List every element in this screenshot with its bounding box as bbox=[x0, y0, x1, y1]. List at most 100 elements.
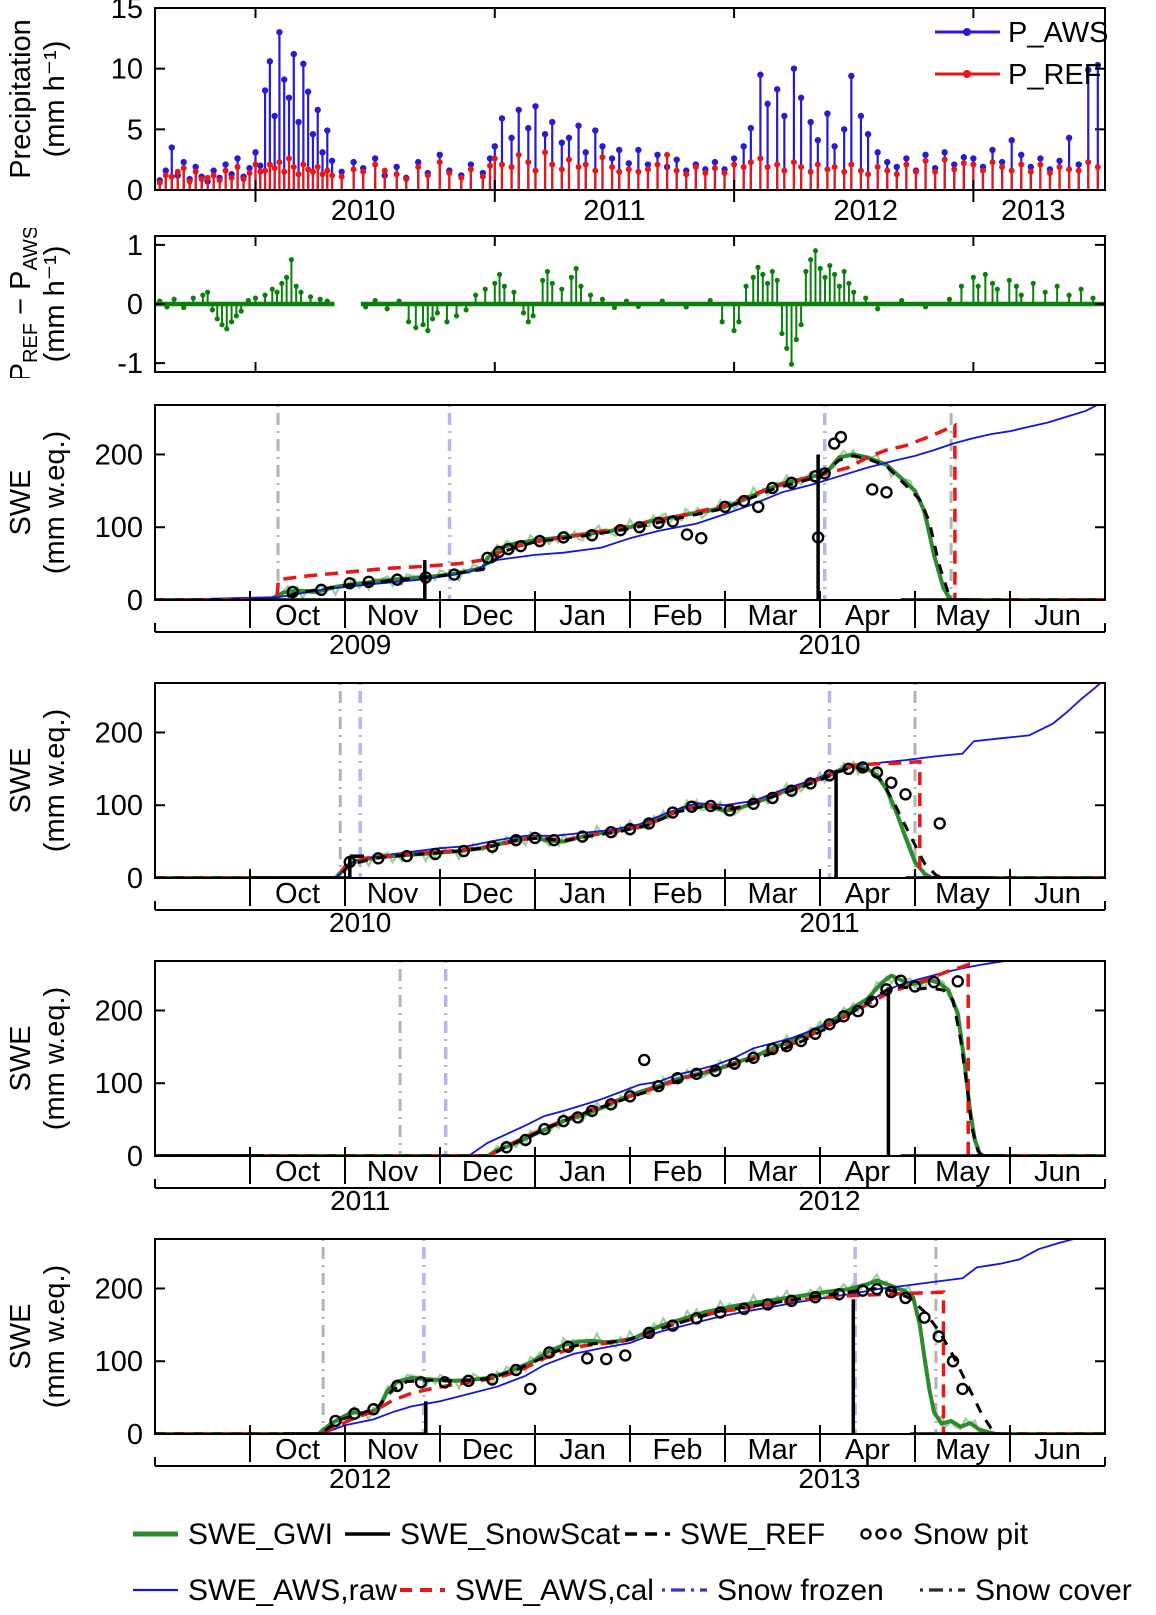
y-axis-label-units: (mm h⁻¹) bbox=[39, 246, 71, 363]
p-aws-point bbox=[328, 157, 336, 165]
p-ref-point bbox=[1085, 159, 1092, 166]
snow-pit-point bbox=[557, 1114, 570, 1128]
panel-legend: SWE_GWI SWE_SnowScat SWE_REF Snow pit SWE_AW… bbox=[0, 1490, 1156, 1615]
snow-pit-point bbox=[481, 551, 494, 564]
legend-label: SWE_REF bbox=[680, 1518, 825, 1551]
diff-point bbox=[599, 296, 606, 302]
snow-pit-point bbox=[823, 1018, 836, 1031]
snow-pit-point bbox=[766, 791, 779, 805]
p-aws-point bbox=[757, 71, 764, 78]
figure-legend: SWE_GWI SWE_SnowScat SWE_REF Snow pit SWE_AW… bbox=[133, 1518, 1132, 1607]
y-tick-label: 0 bbox=[127, 585, 143, 617]
diff-point bbox=[307, 294, 314, 300]
diff-point bbox=[970, 274, 976, 280]
p-aws-point bbox=[599, 143, 606, 150]
diff-point bbox=[205, 289, 211, 295]
plot-series bbox=[155, 961, 1105, 1156]
diff-point bbox=[224, 326, 230, 332]
p-ref-point bbox=[162, 172, 169, 179]
p-aws-point bbox=[290, 50, 297, 58]
p-ref-point bbox=[599, 154, 606, 161]
month-label: Jun bbox=[1034, 878, 1081, 910]
snow-pit-point bbox=[723, 804, 736, 817]
month-label: Dec bbox=[462, 1156, 514, 1188]
p-ref-point bbox=[970, 161, 977, 168]
p-aws-point bbox=[257, 162, 264, 169]
plot-series bbox=[156, 29, 1102, 190]
p-ref-point bbox=[228, 174, 235, 181]
y-tick-label: -1 bbox=[117, 348, 143, 378]
y-tick-label: 5 bbox=[127, 114, 143, 146]
y-tick-label: 200 bbox=[95, 439, 143, 471]
diff-point bbox=[982, 271, 988, 278]
p-ref-point bbox=[664, 151, 671, 158]
p-ref-point bbox=[893, 171, 900, 178]
diff-point bbox=[863, 295, 869, 301]
month-label: Apr bbox=[845, 878, 890, 910]
snow-pit-point bbox=[666, 1319, 679, 1332]
diff-point bbox=[774, 277, 780, 283]
p-aws-point bbox=[1075, 161, 1082, 168]
p-ref-point bbox=[424, 172, 431, 179]
snow-pit-point bbox=[811, 531, 825, 544]
p-ref-point bbox=[542, 149, 549, 156]
p-ref-point bbox=[257, 168, 264, 175]
p-ref-point bbox=[222, 167, 229, 174]
y-tick-label: 200 bbox=[95, 1273, 143, 1305]
legend-label: Snow cover bbox=[975, 1574, 1132, 1607]
month-label: Oct bbox=[275, 600, 320, 632]
p-ref-point bbox=[711, 165, 718, 172]
snow-pit-point bbox=[933, 817, 946, 830]
p-ref-point bbox=[1018, 161, 1025, 168]
p-ref-point bbox=[673, 167, 680, 174]
snow-pit-point bbox=[718, 500, 732, 514]
p-ref-point bbox=[857, 167, 864, 174]
p-ref-point bbox=[350, 166, 357, 173]
month-label: Jan bbox=[559, 600, 606, 632]
month-label: May bbox=[935, 600, 990, 632]
diff-point bbox=[975, 283, 981, 289]
p-aws-point bbox=[1085, 66, 1092, 74]
p-ref-point bbox=[740, 163, 747, 170]
p-ref-point bbox=[156, 179, 163, 186]
month-label: Oct bbox=[275, 1434, 320, 1466]
diff-point bbox=[831, 271, 838, 278]
diff-point bbox=[1030, 280, 1036, 286]
snow-pit-point bbox=[780, 1039, 793, 1053]
p-aws-point bbox=[764, 100, 771, 108]
p-ref-point bbox=[912, 168, 919, 175]
p-ref-point bbox=[616, 168, 623, 175]
snow-pit-point bbox=[851, 1005, 865, 1018]
diff-point bbox=[846, 280, 852, 286]
diff-point bbox=[764, 280, 771, 286]
p-ref-point bbox=[498, 161, 505, 168]
snow-pit-point bbox=[899, 1291, 912, 1305]
p-aws-point bbox=[393, 163, 400, 171]
p-ref-point bbox=[168, 173, 175, 180]
legend-label: P_REF bbox=[1008, 59, 1101, 91]
snow-pit-point bbox=[785, 476, 798, 490]
diff-point bbox=[444, 319, 450, 325]
plot-series bbox=[155, 248, 1105, 367]
diff-point bbox=[731, 328, 737, 334]
p-aws-point bbox=[840, 126, 848, 133]
diff-point bbox=[420, 322, 426, 328]
diff-point bbox=[530, 313, 536, 319]
p-ref-point bbox=[848, 161, 855, 168]
diff-point bbox=[946, 296, 953, 302]
snow-pit-point bbox=[348, 1407, 361, 1420]
snow-pit-point bbox=[414, 1376, 428, 1389]
p-ref-point bbox=[458, 174, 465, 181]
diff-point bbox=[587, 292, 594, 298]
diff-point bbox=[788, 361, 795, 367]
snow-pit-point bbox=[823, 769, 836, 782]
p-aws-point bbox=[180, 158, 187, 166]
snow-pit-point bbox=[585, 1104, 599, 1118]
snow-pit-point bbox=[562, 1340, 575, 1353]
snow-pit-point bbox=[400, 849, 413, 863]
year-label-left: 2011 bbox=[330, 1185, 390, 1212]
snow-pit-point bbox=[571, 1111, 584, 1124]
diff-point bbox=[836, 283, 842, 289]
y-tick-label: 200 bbox=[95, 995, 143, 1027]
panel-swe-2012-2013: 0 100 200 Oct Nov Dec Jan Feb Mar Apr May Jun 2012 20… bbox=[0, 1212, 1156, 1490]
